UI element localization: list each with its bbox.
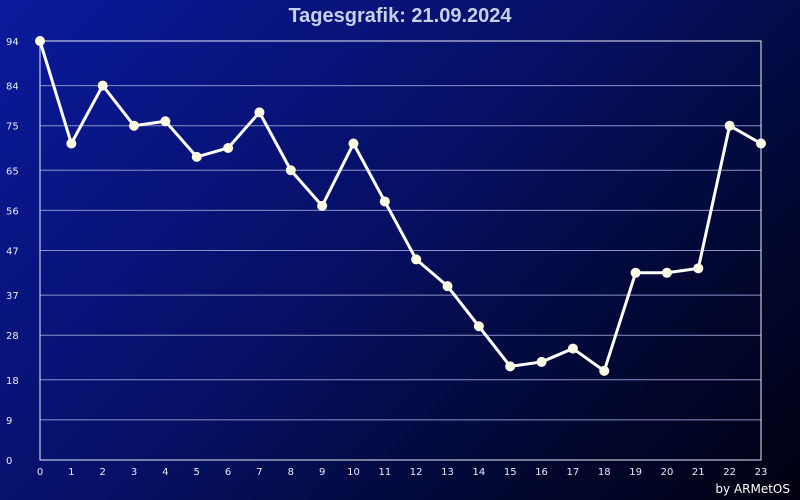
data-point (379, 196, 390, 207)
x-tick-label: 14 (473, 467, 486, 478)
data-point (599, 365, 610, 376)
data-point (285, 165, 296, 176)
x-tick-label: 5 (194, 467, 200, 478)
x-tick-label: 20 (661, 467, 674, 478)
x-tick-label: 3 (131, 467, 137, 478)
x-tick-label: 11 (378, 467, 391, 478)
data-points (35, 36, 766, 376)
x-tick-label: 17 (567, 467, 580, 478)
data-point (693, 263, 704, 274)
x-tick-label: 19 (629, 467, 642, 478)
data-point (35, 36, 45, 46)
x-tick-label: 2 (100, 467, 106, 478)
y-axis-ticks: 0 9 18 28 37 47 56 65 75 84 94 (6, 37, 19, 467)
plot-frame (39, 40, 762, 461)
y-tick-label: 47 (6, 247, 19, 258)
y-tick-label: 37 (6, 291, 19, 302)
y-tick-label: 75 (6, 122, 19, 133)
x-tick-label: 12 (410, 467, 423, 478)
x-tick-label: 10 (347, 467, 360, 478)
x-tick-label: 4 (162, 467, 168, 478)
series-line (38, 40, 762, 373)
data-point (97, 80, 108, 91)
data-point (254, 107, 265, 118)
y-tick-label: 65 (6, 166, 19, 177)
data-point (756, 138, 766, 149)
x-tick-label: 6 (225, 467, 231, 478)
data-point (567, 343, 578, 354)
data-point (160, 116, 171, 127)
x-tick-label: 0 (37, 467, 43, 478)
x-tick-label: 1 (68, 467, 74, 478)
data-point (442, 281, 453, 292)
data-point (473, 321, 484, 332)
data-point (66, 138, 77, 149)
y-tick-label: 0 (6, 456, 12, 467)
data-point (348, 138, 359, 149)
data-point (317, 200, 328, 211)
data-point (129, 120, 140, 131)
data-point (411, 254, 422, 265)
x-tick-label: 7 (256, 467, 262, 478)
x-tick-label: 15 (504, 467, 517, 478)
data-point (505, 361, 516, 372)
y-tick-label: 94 (6, 37, 19, 48)
data-point (661, 267, 672, 278)
data-point (223, 142, 234, 153)
data-point (724, 120, 735, 131)
x-tick-label: 16 (535, 467, 548, 478)
x-tick-label: 21 (692, 467, 705, 478)
y-tick-label: 28 (6, 331, 19, 342)
x-tick-label: 8 (288, 467, 294, 478)
y-tick-label: 18 (6, 376, 19, 387)
chart-title: Tagesgrafik: 21.09.2024 (288, 5, 512, 27)
data-point (630, 267, 641, 278)
x-tick-label: 22 (723, 467, 736, 478)
x-tick-label: 9 (319, 467, 325, 478)
y-tick-label: 84 (6, 82, 19, 93)
y-tick-label: 9 (6, 416, 12, 427)
data-point (191, 151, 202, 162)
x-tick-label: 23 (755, 467, 768, 478)
grid-lines (40, 85, 761, 421)
data-point (536, 356, 547, 367)
x-axis-ticks: 0 1 2 3 4 5 6 7 8 9 10 11 12 13 14 15 16 17 18 19 20 21 22 23 (37, 467, 768, 478)
credit-text: by ARMetOS (715, 482, 790, 496)
x-tick-label: 13 (441, 467, 454, 478)
y-tick-label: 56 (6, 206, 19, 217)
x-tick-label: 18 (598, 467, 611, 478)
